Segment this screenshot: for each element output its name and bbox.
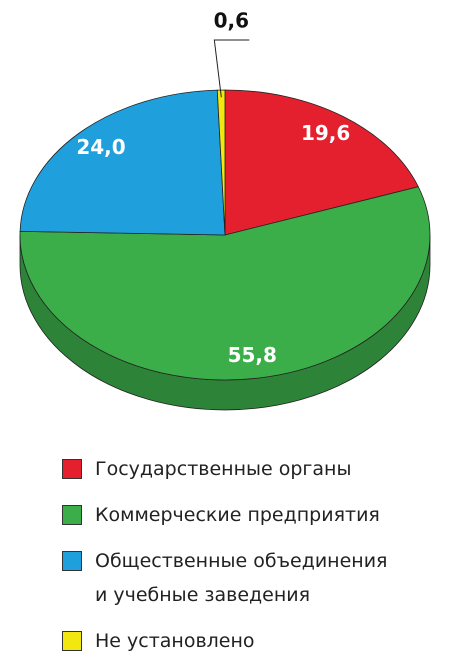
legend-swatch <box>62 551 82 571</box>
slice <box>216 89 226 236</box>
legend-item: Не установлено <box>62 624 402 658</box>
chart: 19,6 55,8 24,0 0,6 Государственные органы Ко… <box>19 9 431 652</box>
legend-label: Государственные органы <box>95 458 352 480</box>
legend-swatch <box>62 505 82 525</box>
legend: Государственные органы Коммерческие предп… <box>62 452 402 670</box>
pie-area: 19,6 55,8 24,0 0,6 <box>19 9 431 411</box>
legend-swatch <box>62 459 82 479</box>
data-label: 0,6 <box>214 9 249 33</box>
legend-label: Коммерческие предприятия <box>95 504 380 526</box>
leader-line <box>213 39 250 98</box>
slice <box>19 89 226 236</box>
legend-item: Коммерческие предприятия <box>62 498 402 532</box>
data-label: 24,0 <box>76 135 125 159</box>
legend-item: Государственные органы <box>62 452 402 486</box>
data-label: 55,8 <box>228 343 277 367</box>
data-label: 19,6 <box>301 121 350 145</box>
legend-swatch <box>62 631 82 651</box>
legend-item: Общественные объединения и учебные завед… <box>62 544 402 612</box>
legend-label: Не установлено <box>95 630 255 652</box>
slice <box>19 186 431 381</box>
legend-label: Общественные объединения и учебные завед… <box>95 550 388 606</box>
